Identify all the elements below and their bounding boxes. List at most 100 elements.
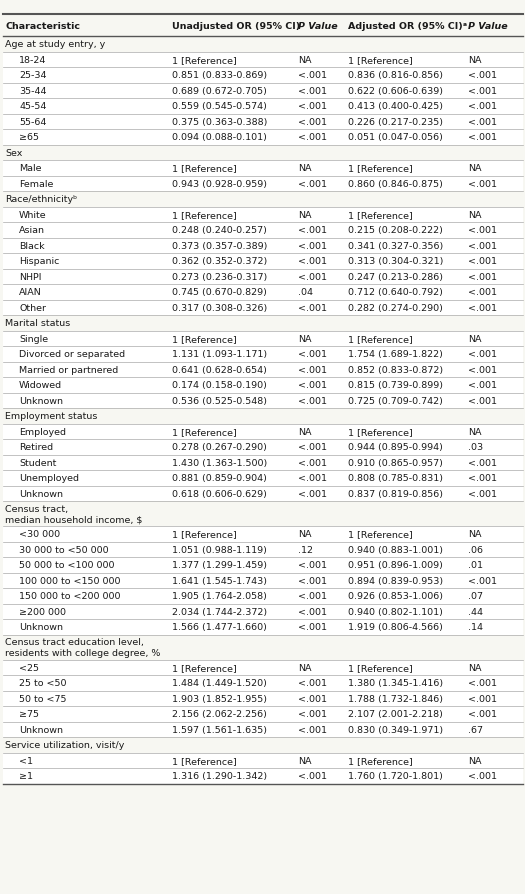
Text: 1.919 (0.806-4.566): 1.919 (0.806-4.566) bbox=[348, 622, 443, 631]
Text: P Value: P Value bbox=[298, 21, 338, 30]
Bar bbox=[3, 377, 523, 393]
Bar bbox=[3, 207, 523, 223]
Text: 0.094 (0.088-0.101): 0.094 (0.088-0.101) bbox=[172, 133, 267, 142]
Text: 0.860 (0.846-0.875): 0.860 (0.846-0.875) bbox=[348, 180, 443, 189]
Text: <.001: <.001 bbox=[468, 576, 497, 585]
Text: 0.536 (0.525-0.548): 0.536 (0.525-0.548) bbox=[172, 396, 267, 405]
Text: <.001: <.001 bbox=[468, 72, 497, 80]
Bar bbox=[3, 37, 523, 53]
Bar bbox=[3, 424, 523, 440]
Text: Service utilization, visit/y: Service utilization, visit/y bbox=[5, 740, 124, 749]
Text: <.001: <.001 bbox=[298, 622, 327, 631]
Text: <.001: <.001 bbox=[298, 366, 327, 375]
Text: <.001: <.001 bbox=[298, 303, 327, 312]
Text: <.001: <.001 bbox=[298, 725, 327, 734]
Text: NA: NA bbox=[298, 164, 311, 173]
Text: NA: NA bbox=[298, 210, 311, 220]
Text: <.001: <.001 bbox=[298, 607, 327, 616]
Bar bbox=[3, 99, 523, 114]
Text: 1.051 (0.988-1.119): 1.051 (0.988-1.119) bbox=[172, 545, 267, 554]
Bar bbox=[3, 161, 523, 176]
Bar bbox=[3, 409, 523, 424]
Text: <.001: <.001 bbox=[468, 273, 497, 282]
Text: 0.926 (0.853-1.006): 0.926 (0.853-1.006) bbox=[348, 592, 443, 601]
Text: <.001: <.001 bbox=[298, 102, 327, 111]
Bar bbox=[3, 68, 523, 83]
Text: 0.830 (0.349-1.971): 0.830 (0.349-1.971) bbox=[348, 725, 443, 734]
Text: 1.380 (1.345-1.416): 1.380 (1.345-1.416) bbox=[348, 679, 443, 687]
Text: 0.375 (0.363-0.388): 0.375 (0.363-0.388) bbox=[172, 118, 267, 127]
Text: <.001: <.001 bbox=[468, 366, 497, 375]
Text: 1.484 (1.449-1.520): 1.484 (1.449-1.520) bbox=[172, 679, 267, 687]
Text: residents with college degree, %: residents with college degree, % bbox=[5, 648, 160, 657]
Text: Married or partnered: Married or partnered bbox=[19, 366, 118, 375]
Text: 0.689 (0.672-0.705): 0.689 (0.672-0.705) bbox=[172, 87, 267, 96]
Text: 100 000 to <150 000: 100 000 to <150 000 bbox=[19, 576, 121, 585]
Text: NA: NA bbox=[468, 210, 481, 220]
Text: 1.754 (1.689-1.822): 1.754 (1.689-1.822) bbox=[348, 350, 443, 358]
Text: .07: .07 bbox=[468, 592, 483, 601]
Bar bbox=[3, 331, 523, 347]
Bar bbox=[3, 176, 523, 192]
Text: <.001: <.001 bbox=[468, 102, 497, 111]
Text: <.001: <.001 bbox=[468, 679, 497, 687]
Text: 0.273 (0.236-0.317): 0.273 (0.236-0.317) bbox=[172, 273, 267, 282]
Text: NA: NA bbox=[298, 663, 311, 672]
Text: Student: Student bbox=[19, 459, 56, 468]
Text: <.001: <.001 bbox=[468, 226, 497, 235]
Text: <.001: <.001 bbox=[298, 459, 327, 468]
Bar bbox=[3, 573, 523, 588]
Text: 1.788 (1.732-1.846): 1.788 (1.732-1.846) bbox=[348, 694, 443, 703]
Text: Adjusted OR (95% CI)ᵃ: Adjusted OR (95% CI)ᵃ bbox=[348, 21, 467, 30]
Text: .04: .04 bbox=[298, 288, 313, 297]
Text: 0.852 (0.833-0.872): 0.852 (0.833-0.872) bbox=[348, 366, 443, 375]
Text: <.001: <.001 bbox=[468, 180, 497, 189]
Bar bbox=[3, 738, 523, 753]
Text: 0.940 (0.802-1.101): 0.940 (0.802-1.101) bbox=[348, 607, 443, 616]
Text: Retired: Retired bbox=[19, 443, 53, 451]
Text: 1.641 (1.545-1.743): 1.641 (1.545-1.743) bbox=[172, 576, 267, 585]
Text: 1.430 (1.363-1.500): 1.430 (1.363-1.500) bbox=[172, 459, 267, 468]
Text: 30 000 to <50 000: 30 000 to <50 000 bbox=[19, 545, 109, 554]
Text: Asian: Asian bbox=[19, 226, 45, 235]
Text: .67: .67 bbox=[468, 725, 483, 734]
Text: 1 [Reference]: 1 [Reference] bbox=[348, 529, 413, 539]
Text: 0.940 (0.883-1.001): 0.940 (0.883-1.001) bbox=[348, 545, 443, 554]
Text: NA: NA bbox=[468, 334, 481, 343]
Text: 1 [Reference]: 1 [Reference] bbox=[172, 210, 237, 220]
Bar bbox=[3, 284, 523, 300]
Text: 1 [Reference]: 1 [Reference] bbox=[348, 427, 413, 436]
Text: Other: Other bbox=[19, 303, 46, 312]
Text: NA: NA bbox=[298, 334, 311, 343]
Text: 1.566 (1.477-1.660): 1.566 (1.477-1.660) bbox=[172, 622, 267, 631]
Text: 1.903 (1.852-1.955): 1.903 (1.852-1.955) bbox=[172, 694, 267, 703]
Text: NA: NA bbox=[468, 427, 481, 436]
Text: 1.760 (1.720-1.801): 1.760 (1.720-1.801) bbox=[348, 772, 443, 780]
Text: 18-24: 18-24 bbox=[19, 55, 46, 64]
Text: 0.247 (0.213-0.286): 0.247 (0.213-0.286) bbox=[348, 273, 443, 282]
Text: Age at study entry, y: Age at study entry, y bbox=[5, 40, 105, 49]
Text: 0.559 (0.545-0.574): 0.559 (0.545-0.574) bbox=[172, 102, 267, 111]
Text: ≥65: ≥65 bbox=[19, 133, 39, 142]
Text: NA: NA bbox=[468, 164, 481, 173]
Text: Female: Female bbox=[19, 180, 54, 189]
Bar bbox=[3, 347, 523, 362]
Text: <.001: <.001 bbox=[298, 772, 327, 780]
Text: 0.951 (0.896-1.009): 0.951 (0.896-1.009) bbox=[348, 561, 443, 569]
Text: 0.808 (0.785-0.831): 0.808 (0.785-0.831) bbox=[348, 474, 443, 483]
Bar bbox=[3, 254, 523, 269]
Text: 0.317 (0.308-0.326): 0.317 (0.308-0.326) bbox=[172, 303, 267, 312]
Text: 0.313 (0.304-0.321): 0.313 (0.304-0.321) bbox=[348, 257, 444, 266]
Text: <.001: <.001 bbox=[468, 489, 497, 498]
Text: 0.641 (0.628-0.654): 0.641 (0.628-0.654) bbox=[172, 366, 267, 375]
Text: Unknown: Unknown bbox=[19, 489, 63, 498]
Text: .06: .06 bbox=[468, 545, 483, 554]
Text: <.001: <.001 bbox=[298, 592, 327, 601]
Text: <.001: <.001 bbox=[468, 350, 497, 358]
Text: <.001: <.001 bbox=[468, 694, 497, 703]
Text: Unknown: Unknown bbox=[19, 725, 63, 734]
Text: <.001: <.001 bbox=[298, 72, 327, 80]
Text: median household income, $: median household income, $ bbox=[5, 515, 142, 524]
Text: 55-64: 55-64 bbox=[19, 118, 46, 127]
Bar bbox=[3, 527, 523, 542]
